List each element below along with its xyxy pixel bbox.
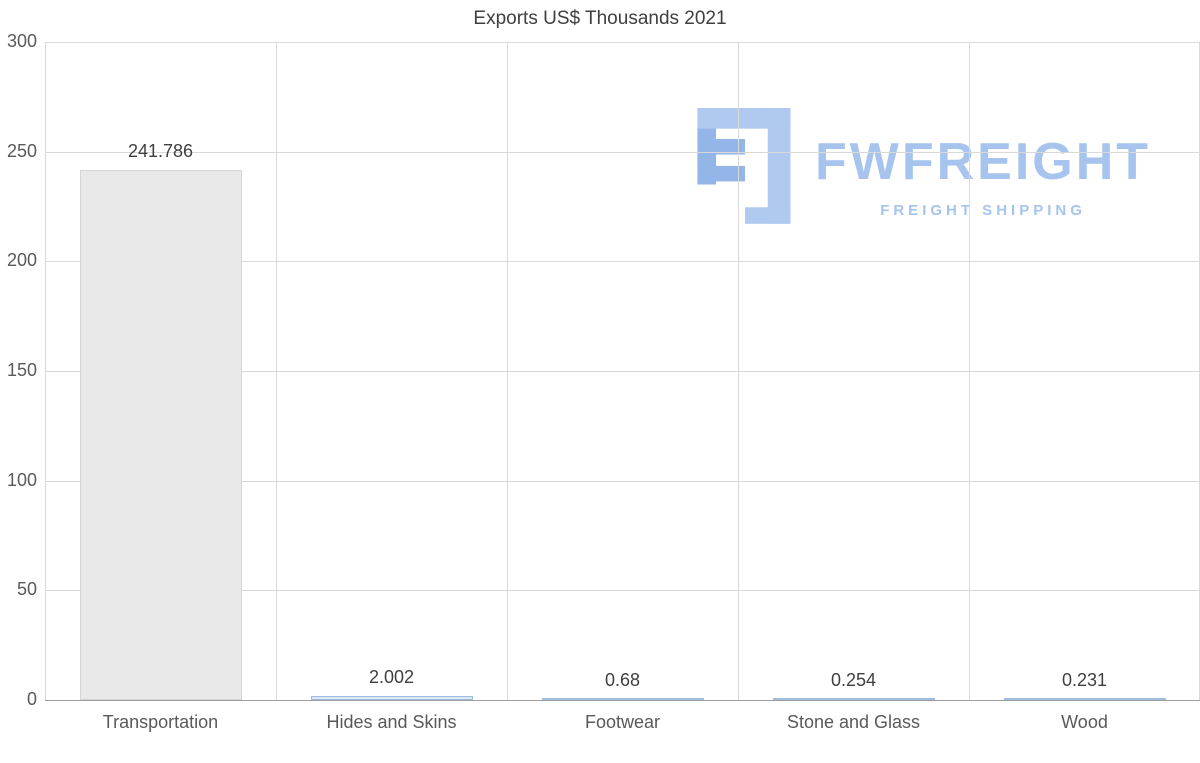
- y-axis-tick-label: 100: [6, 469, 37, 490]
- x-axis-category-label: Wood: [1061, 712, 1108, 732]
- gridline: [45, 590, 1200, 592]
- category-gridline: [276, 42, 277, 700]
- y-axis-tick-label: 250: [6, 140, 37, 161]
- gridline: [45, 371, 1200, 372]
- category-gridline: [507, 42, 508, 700]
- brand-text-block: FWFREIGHT FREIGHT SHIPPING: [815, 136, 1151, 219]
- bar-value-label: 0.231: [1061, 670, 1108, 690]
- bar-wood: [1004, 698, 1166, 700]
- bar-hides-and-skins: [311, 696, 473, 700]
- y-axis-tick-label: 150: [6, 360, 37, 380]
- bar-footwear: [542, 698, 704, 700]
- y-axis-tick-label: 50: [16, 579, 37, 600]
- x-axis-line: [45, 700, 1200, 701]
- gridline: [45, 151, 1200, 153]
- bar-value-label: 2.002: [368, 667, 415, 687]
- x-axis-labels: Transportation Hides and Skins Footwear Sto…: [45, 712, 1200, 733]
- bar-value-label: 241.786: [127, 141, 194, 161]
- y-axis-tick-label: 0: [26, 689, 37, 709]
- bar-transportation: [80, 170, 242, 700]
- bar-value-label: 0.68: [604, 670, 641, 690]
- x-axis-category-label: Stone and Glass: [786, 712, 921, 732]
- brand-tagline: FREIGHT SHIPPING: [880, 202, 1086, 219]
- bar-value-label: 0.254: [830, 670, 877, 690]
- category-gridline: [969, 42, 970, 700]
- plot-area: FWFREIGHT FREIGHT SHIPPING 241.786 2.002 0…: [45, 42, 1200, 701]
- x-axis-category-label: Transportation: [102, 712, 219, 732]
- x-axis-category-label: Footwear: [584, 712, 661, 732]
- gridline: [45, 261, 1200, 263]
- brand-watermark: FWFREIGHT FREIGHT SHIPPING: [693, 108, 1151, 230]
- x-axis-category-label: Hides and Skins: [326, 712, 457, 732]
- brand-name: FWFREIGHT: [815, 133, 1152, 191]
- chart-title: Exports US$ Thousands 2021: [473, 8, 727, 29]
- y-axis-tick-label: 300: [6, 31, 37, 51]
- gridline: [45, 42, 1200, 43]
- bar-stone-and-glass: [773, 698, 935, 700]
- y-axis-tick-label: 200: [6, 250, 37, 271]
- category-gridline: [738, 42, 739, 700]
- gridline: [45, 480, 1200, 482]
- fwfreight-logo-icon: [697, 108, 791, 224]
- y-axis-line: [45, 42, 46, 700]
